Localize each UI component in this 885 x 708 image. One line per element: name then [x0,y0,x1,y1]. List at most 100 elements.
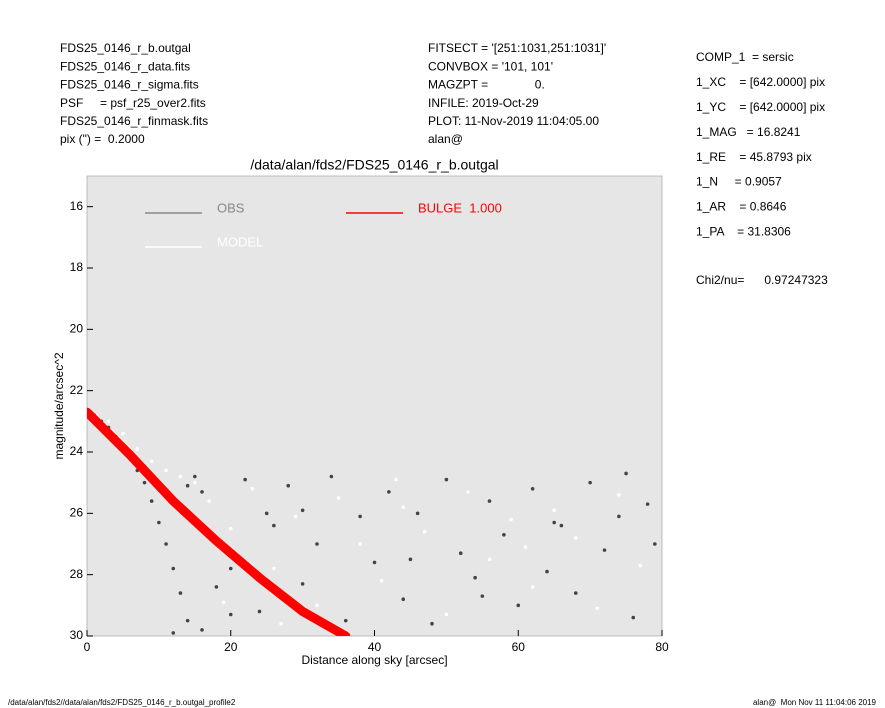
scatter-point [480,594,485,598]
scatter-point [272,523,276,528]
scatter-point [329,474,334,479]
scatter-point [336,496,341,500]
header-middle-line: INFILE: 2019-Oct-29 [428,96,539,110]
header-left-line: PSF = psf_r25_over2.fits [60,96,206,110]
scatter-point [200,490,204,494]
scatter-point [178,591,183,595]
header-middle-line: CONVBOX = '101, 101' [428,59,553,73]
y-tick-label: 22 [70,383,84,397]
scatter-point [458,551,463,555]
scatter-point [185,618,190,623]
parameter: 1_XC = [642.0000] pix [696,75,825,89]
scatter-point [502,533,506,537]
scatter-point [617,493,621,497]
x-axis-label: Distance along sky [arcsec] [301,653,447,667]
y-tick-label: 24 [70,444,84,458]
scatter-point [401,597,406,601]
scatter-point [293,514,298,519]
scatter-point [243,477,247,482]
header-middle-line: alan@ [428,132,463,146]
scatter-point [595,606,600,611]
chart-title: /data/alan/fds2/FDS25_0146_r_b.outgal [250,157,498,173]
scatter-point [631,615,636,620]
parameter: 1_PA = 31.8306 [696,224,791,238]
header-left-line: pix (") = 0.2000 [60,132,145,146]
plot-area [86,175,663,637]
scatter-point [200,628,204,632]
scatter-point [207,499,211,503]
scatter-point [487,557,492,562]
scatter-point [193,474,197,479]
scatter-point [559,523,564,528]
header-middle-line: PLOT: 11-Nov-2019 11:04:05.00 [428,114,599,128]
header-left-line: FDS25_0146_r_finmask.fits [60,114,208,128]
scatter-point [415,511,420,516]
scatter-point [617,514,621,519]
y-tick-label: 26 [70,506,84,520]
scatter-point [545,569,549,574]
scatter-point [286,483,291,488]
parameter: 1_YC = [642.0000] pix [696,100,825,114]
scatter-point [257,609,262,614]
scatter-point [272,566,276,571]
parameter: 1_AR = 0.8646 [696,200,787,214]
footer-right: alan@ Mon Nov 11 11:04:06 2019 [753,698,877,707]
y-tick-label: 16 [70,199,84,213]
x-tick-label: 20 [224,640,238,654]
scatter-point [638,563,643,568]
scatter-point [394,477,398,482]
scatter-point [509,517,513,522]
scatter-point [185,483,190,488]
scatter-point [228,526,233,531]
legend-label: MODEL [217,234,263,249]
scatter-point [300,508,305,513]
scatter-point [142,480,147,485]
scatter-point [343,618,348,623]
scatter-point [444,477,449,482]
scatter-point [552,508,556,513]
scatter-point [121,431,125,436]
parameter: 1_RE = 45.8793 pix [696,150,812,164]
scatter-point [315,603,319,608]
scatter-point [444,612,449,617]
scatter-point [466,490,470,494]
scatter-point [408,557,413,562]
scatter-point [193,480,197,485]
parameter: 1_N = 0.9057 [696,175,782,189]
scatter-point [645,502,650,506]
bulge-band [87,407,351,636]
x-tick-label: 60 [512,640,526,654]
scatter-point [315,542,319,546]
scatter-point [221,600,226,605]
scatter-point [473,575,477,580]
scatter-point [157,520,161,525]
scatter-point [573,591,578,595]
scatter-point [423,529,427,534]
scatter-point [588,480,592,485]
parameter: 1_MAG = 16.8241 [696,125,801,139]
legend-label: OBS [217,200,245,215]
scatter-point [279,621,283,626]
header-left-line: FDS25_0146_r_sigma.fits [60,78,199,92]
header-left-line: FDS25_0146_r_b.outgal [60,41,191,55]
scatter-point [573,536,578,540]
scatter-point [653,542,657,546]
scatter-point [552,520,556,525]
y-tick-label: 30 [70,628,84,642]
scatter-point [624,471,628,476]
scatter-point [387,490,391,494]
scatter-point [228,566,233,571]
scatter-point [516,603,521,608]
scatter-point [149,459,154,464]
scatter-point [530,585,535,589]
scatter-point [530,487,535,491]
header-middle-line: MAGZPT = 0. [428,78,545,92]
scatter-point [401,505,406,510]
y-tick-label: 28 [70,567,84,581]
chi2: Chi2/nu= 0.97247323 [696,273,828,287]
scatter-point [379,579,384,583]
scatter-point [171,631,176,635]
scatter-point [135,447,140,451]
scatter-point [430,621,434,626]
